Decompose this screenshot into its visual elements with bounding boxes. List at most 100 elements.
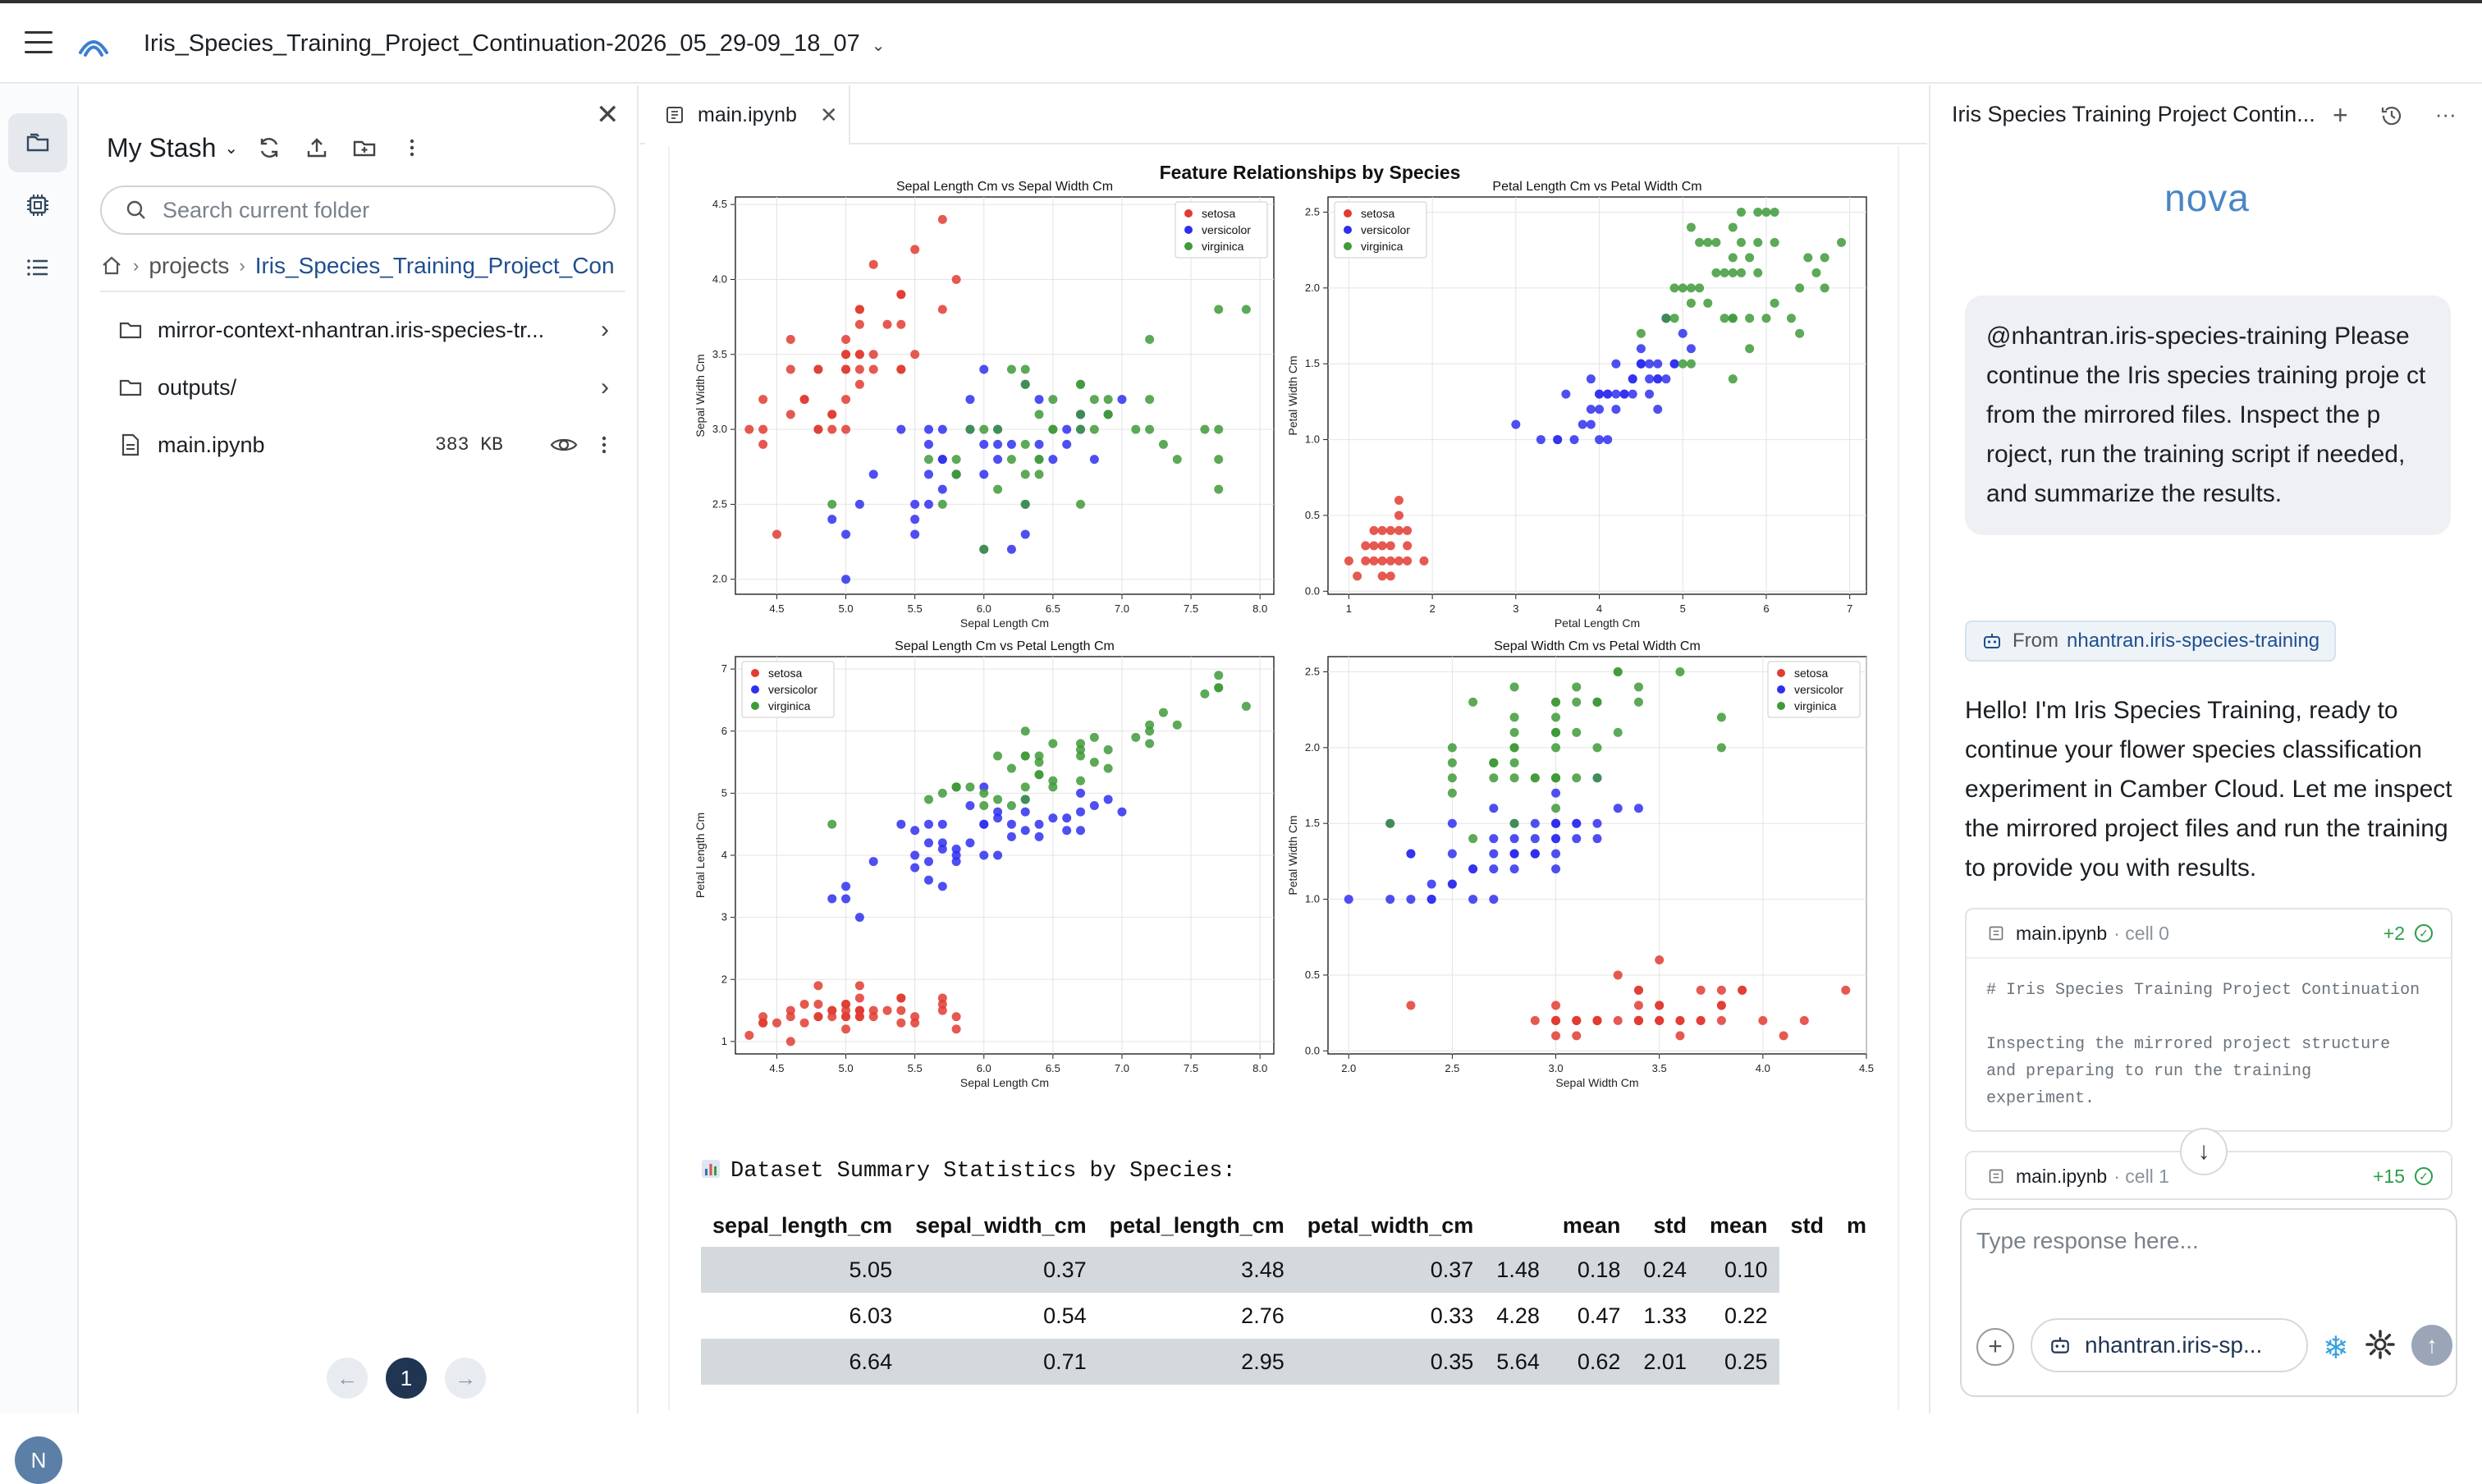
response-input[interactable] <box>1976 1228 2436 1285</box>
y-tick-label: 2.5 <box>1305 205 1320 218</box>
list-item-file[interactable]: main.ipynb 383 KB <box>100 419 625 471</box>
data-point-virginica <box>1103 744 1113 754</box>
plus-icon[interactable]: + <box>2333 100 2348 130</box>
rail-list-button[interactable] <box>8 238 67 297</box>
more-horizontal-icon[interactable]: ··· <box>2434 102 2457 126</box>
legend-label: versicolor <box>1202 223 1251 236</box>
data-point-versicolor <box>910 499 920 509</box>
code-line <box>1986 1004 2431 1031</box>
table-cell: 1.48 <box>1485 1247 1551 1293</box>
close-icon[interactable]: ✕ <box>596 99 620 131</box>
breadcrumb-current[interactable]: Iris_Species_Training_Project_Con <box>254 253 615 278</box>
close-icon[interactable]: ✕ <box>819 102 838 127</box>
data-point-versicolor <box>896 424 906 434</box>
table-cell: 0.10 <box>1697 1247 1779 1293</box>
send-button[interactable]: ↑ <box>2411 1325 2452 1366</box>
data-point-versicolor <box>1661 374 1671 384</box>
tab-main-ipynb[interactable]: main.ipynb ✕ <box>645 85 850 144</box>
data-point-versicolor <box>1020 807 1030 817</box>
x-tick-label: 3 <box>1513 602 1518 615</box>
data-point-setosa <box>1613 970 1623 980</box>
history-icon[interactable] <box>2379 103 2404 128</box>
scroll-down-button[interactable]: ↓ <box>2180 1128 2228 1175</box>
data-point-setosa <box>785 1012 795 1022</box>
data-point-versicolor <box>1344 895 1353 905</box>
legend-box <box>741 661 835 718</box>
list-item-folder[interactable]: mirror-context-nhantran.iris-species-tr.… <box>100 304 625 356</box>
new-folder-icon[interactable] <box>351 135 378 161</box>
data-point-virginica <box>1034 410 1044 419</box>
data-point-setosa <box>827 424 837 434</box>
data-point-setosa <box>854 1005 864 1015</box>
data-point-setosa <box>1377 525 1387 535</box>
attach-plus-button[interactable]: + <box>1976 1328 2014 1366</box>
project-title-text: Iris_Species_Training_Project_Continuati… <box>144 30 860 57</box>
data-point-setosa <box>785 410 795 419</box>
data-point-versicolor <box>1076 807 1086 817</box>
data-point-setosa <box>1655 1001 1665 1010</box>
data-point-setosa <box>1841 985 1851 995</box>
data-point-virginica <box>1695 237 1705 247</box>
data-point-setosa <box>1406 1001 1416 1010</box>
agent-selector[interactable]: nhantran.iris-sp... <box>2031 1318 2308 1372</box>
legend-marker <box>1184 242 1193 250</box>
data-point-virginica <box>1200 424 1210 434</box>
rail-compute-button[interactable] <box>8 176 67 235</box>
stash-selector[interactable]: My Stash ⌄ <box>107 133 238 163</box>
list-item-folder[interactable]: outputs/ › <box>100 361 625 414</box>
subplot-title: Petal Length Cm vs Petal Width Cm <box>1492 180 1701 194</box>
upload-icon[interactable] <box>304 135 330 161</box>
rail-files-button[interactable] <box>8 113 67 172</box>
data-point-versicolor <box>854 499 864 509</box>
snowflake-icon[interactable]: ❄ <box>2323 1331 2349 1366</box>
notebook-editor: main.ipynb ✕ Feature Relationships by Sp… <box>640 85 1927 1413</box>
search-box[interactable] <box>100 186 616 235</box>
data-point-versicolor <box>1020 529 1030 539</box>
data-point-versicolor <box>1669 359 1679 369</box>
user-avatar[interactable]: N <box>15 1436 62 1484</box>
data-point-virginica <box>1006 364 1016 374</box>
data-point-setosa <box>1551 1001 1561 1010</box>
data-point-setosa <box>1696 1015 1706 1025</box>
home-icon[interactable] <box>100 254 123 277</box>
breadcrumb-separator: › <box>239 255 245 276</box>
data-point-virginica <box>1076 751 1086 761</box>
data-point-versicolor <box>1048 813 1058 823</box>
eye-icon[interactable] <box>550 431 578 459</box>
robot-icon <box>1984 634 2000 648</box>
stats-table-wrapper[interactable]: sepal_length_cm sepal_width_cm petal_lengt… <box>701 1205 1899 1385</box>
project-title[interactable]: Iris_Species_Training_Project_Continuati… <box>144 30 886 57</box>
table-cell: 0.54 <box>1043 1303 1087 1328</box>
refresh-icon[interactable] <box>256 135 282 161</box>
more-vertical-icon[interactable] <box>399 135 425 161</box>
gear-icon[interactable] <box>2364 1328 2397 1361</box>
app-logo-icon[interactable] <box>77 28 110 61</box>
arrow-right-icon[interactable]: → <box>445 1358 486 1399</box>
data-point-setosa <box>896 364 906 374</box>
data-point-virginica <box>1745 253 1755 263</box>
data-point-versicolor <box>951 844 961 854</box>
search-input[interactable] <box>163 197 589 223</box>
chevron-right-icon[interactable]: › <box>601 316 609 343</box>
legend-marker <box>751 702 759 710</box>
stash-label: My Stash <box>107 133 217 163</box>
page-number[interactable]: 1 <box>386 1358 427 1399</box>
menu-icon[interactable] <box>25 31 53 56</box>
data-point-versicolor <box>827 515 837 524</box>
data-point-versicolor <box>937 424 947 434</box>
arrow-left-icon[interactable]: ← <box>327 1358 368 1399</box>
data-point-versicolor <box>1076 788 1086 798</box>
data-point-versicolor <box>1595 435 1605 445</box>
more-vertical-icon[interactable] <box>596 431 612 459</box>
x-tick-label: 3.0 <box>1548 1062 1563 1074</box>
data-point-virginica <box>1761 207 1771 217</box>
chevron-right-icon[interactable]: › <box>601 373 609 401</box>
data-point-setosa <box>882 319 892 329</box>
breadcrumb-projects[interactable]: projects <box>149 253 230 278</box>
y-tick-label: 2.0 <box>712 573 727 585</box>
data-point-virginica <box>1020 795 1030 804</box>
table-row: 6.64 0.71 2.95 0.35 5.64 0.62 2.01 0.25 <box>701 1339 1878 1385</box>
data-point-versicolor <box>1034 819 1044 829</box>
cell-card[interactable]: main.ipynb · cell 0 +2 ✓ # Iris Species T… <box>1965 908 2452 1132</box>
data-point-virginica <box>951 782 961 792</box>
